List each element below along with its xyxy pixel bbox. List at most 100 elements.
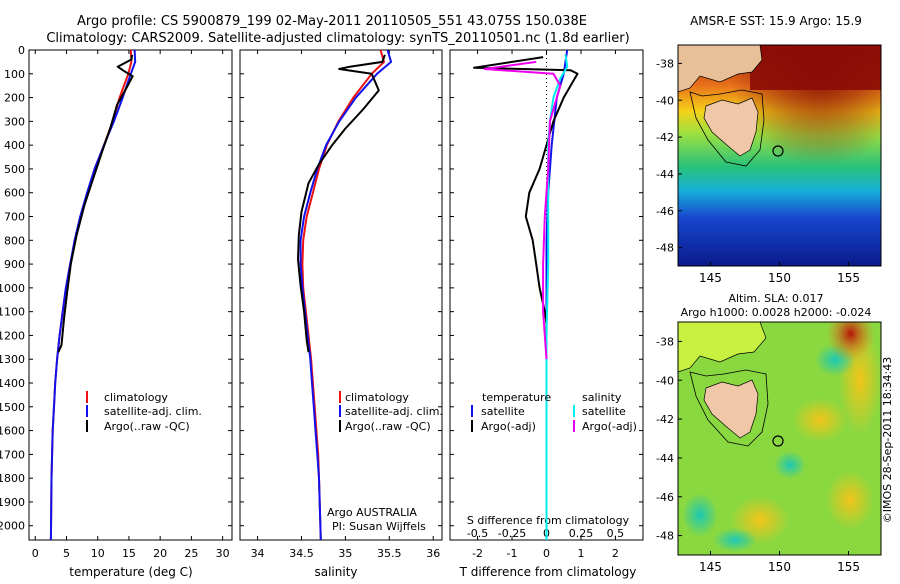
- series-line-salinity-argo-adj-: [483, 60, 562, 360]
- depth-tick-label: 1000: [0, 282, 25, 295]
- depth-tick-label: 1600: [0, 425, 25, 438]
- sst-map-title: AMSR-E SST: 15.9 Argo: 15.9: [690, 14, 862, 28]
- difference-xlabel-t: T difference from climatology: [459, 565, 637, 579]
- s-tick-label: -0.5: [467, 527, 488, 540]
- sla-y-ticks: -38 -40 -42 -44 -46 -48: [656, 335, 682, 543]
- depth-axis: 0 100 200 300 400 500 600 700 800 900 1000 1100 1200…: [0, 44, 643, 533]
- depth-tick-label: 900: [4, 258, 25, 271]
- sla-map-title-1: Altim. SLA: 0.017: [728, 292, 823, 305]
- legend-label-argo: Argo(..raw -QC): [345, 420, 431, 433]
- s-tick-label: 0.25: [569, 527, 594, 540]
- map-y-tick-label: -46: [656, 205, 674, 218]
- x-tick-label: -1: [507, 547, 518, 560]
- sla-contour: [689, 369, 769, 447]
- temperature-legend: climatology satellite-adj. clim. Argo(..…: [86, 391, 202, 433]
- map-y-tick-label: -38: [656, 335, 674, 348]
- depth-tick-label: 1800: [0, 472, 25, 485]
- argo-float-marker: [772, 145, 784, 157]
- s-tick-label: 0.5: [607, 527, 625, 540]
- depth-tick-label: 500: [4, 163, 25, 176]
- depth-tick-label: 800: [4, 234, 25, 247]
- imos-footer: ©IMOS 28-Sep-2011 18:34:43: [881, 357, 894, 523]
- mainland-coast: [677, 321, 767, 373]
- map-x-tick-label: 145: [699, 560, 722, 574]
- difference-series: [473, 49, 579, 540]
- legend-label-s-satellite: satellite: [582, 405, 626, 418]
- map-y-tick-label: -48: [656, 242, 674, 255]
- legend-label-satellite: satellite-adj. clim.: [104, 405, 202, 418]
- map-y-tick-label: -46: [656, 491, 674, 504]
- salinity-annotation-line-1: Argo AUSTRALIA: [327, 506, 417, 519]
- series-line-satellite-adj-clim-: [299, 49, 393, 541]
- tasmania: [703, 97, 759, 157]
- legend-label-t-satellite: satellite: [481, 405, 525, 418]
- legend-header-salinity: salinity: [582, 391, 622, 404]
- argo-float-marker: [772, 435, 784, 447]
- salinity-legend: climatology satellite-adj. clim. Argo(..…: [339, 391, 443, 433]
- depth-tick-label: 100: [4, 68, 25, 81]
- x-tick-label: 30: [216, 547, 230, 560]
- sla-map-title-2: Argo h1000: 0.0028 h2000: -0.024: [681, 306, 872, 319]
- x-tick-label: 10: [91, 547, 105, 560]
- salinity-xlabel: salinity: [314, 565, 357, 579]
- temperature-xlabel: temperature (deg C): [69, 565, 192, 579]
- title-line-1: Argo profile: CS 5900879_199 02-May-2011…: [77, 14, 587, 29]
- depth-tick-label: 300: [4, 115, 25, 128]
- legend-label-argo: Argo(..raw -QC): [104, 420, 190, 433]
- map-y-tick-label: -44: [656, 168, 674, 181]
- x-tick-label: 20: [153, 547, 167, 560]
- depth-tick-label: 700: [4, 211, 25, 224]
- legend-header-temperature: temperature: [482, 391, 551, 404]
- salinity-series: [297, 49, 393, 541]
- map-y-tick-label: -40: [656, 374, 674, 387]
- x-tick-label: 34.5: [289, 547, 314, 560]
- legend-label-s-argo: Argo(-adj): [582, 420, 637, 433]
- x-tick-label: 36: [426, 547, 440, 560]
- depth-tick-label: 1200: [0, 329, 25, 342]
- depth-tick-label: 200: [4, 92, 25, 105]
- x-tick-label: 0: [543, 547, 550, 560]
- x-tick-label: 15: [122, 547, 136, 560]
- s-tick-label: -0.25: [498, 527, 526, 540]
- map-y-tick-label: -40: [656, 94, 674, 107]
- depth-tick-label: 1400: [0, 377, 25, 390]
- x-tick-label: 35.5: [377, 547, 402, 560]
- tasmania: [703, 379, 759, 439]
- depth-tick-label: 400: [4, 139, 25, 152]
- sst-contour: [689, 89, 765, 167]
- legend-label-t-argo: Argo(-adj): [481, 420, 536, 433]
- map-x-tick-label: 150: [768, 560, 791, 574]
- map-y-tick-label: -44: [656, 452, 674, 465]
- map-y-tick-label: -42: [656, 131, 674, 144]
- salinity-panel: [239, 49, 443, 541]
- mainland-coast: [677, 44, 763, 93]
- salinity-annotation-line-2: PI: Susan Wijffels: [332, 520, 426, 533]
- depth-tick-label: 2000: [0, 520, 25, 533]
- temperature-x-ticks: 0 5 10 15 20 25 30: [32, 50, 230, 560]
- difference-legend: temperature satellite Argo(-adj) salinit…: [471, 391, 637, 433]
- x-tick-label: 2: [612, 547, 619, 560]
- temperature-panel: [28, 49, 233, 541]
- sst-y-ticks: -38 -40 -42 -44 -46 -48: [656, 57, 682, 255]
- depth-tick-label: 1500: [0, 401, 25, 414]
- x-tick-label: 0: [32, 547, 39, 560]
- map-x-tick-label: 155: [837, 560, 860, 574]
- temperature-series: [49, 49, 137, 541]
- legend-label-climatology: climatology: [345, 391, 409, 404]
- sst-x-ticks: 145 150 155: [699, 262, 860, 285]
- sst-map: [677, 44, 882, 267]
- sla-map: [677, 321, 882, 556]
- x-tick-label: 25: [184, 547, 198, 560]
- sst-map-hot-patch: [750, 45, 881, 90]
- legend-label-satellite: satellite-adj. clim.: [345, 405, 443, 418]
- map-y-tick-label: -38: [656, 57, 674, 70]
- sla-x-ticks: 145 150 155: [699, 551, 860, 574]
- map-x-tick-label: 155: [837, 271, 860, 285]
- depth-tick-label: 1700: [0, 448, 25, 461]
- map-x-tick-label: 150: [768, 271, 791, 285]
- sla-map-hot-patch: [678, 322, 881, 555]
- series-line-argo-raw-qc-: [297, 54, 386, 353]
- x-tick-label: 1: [577, 547, 584, 560]
- x-tick-label: 35: [338, 547, 352, 560]
